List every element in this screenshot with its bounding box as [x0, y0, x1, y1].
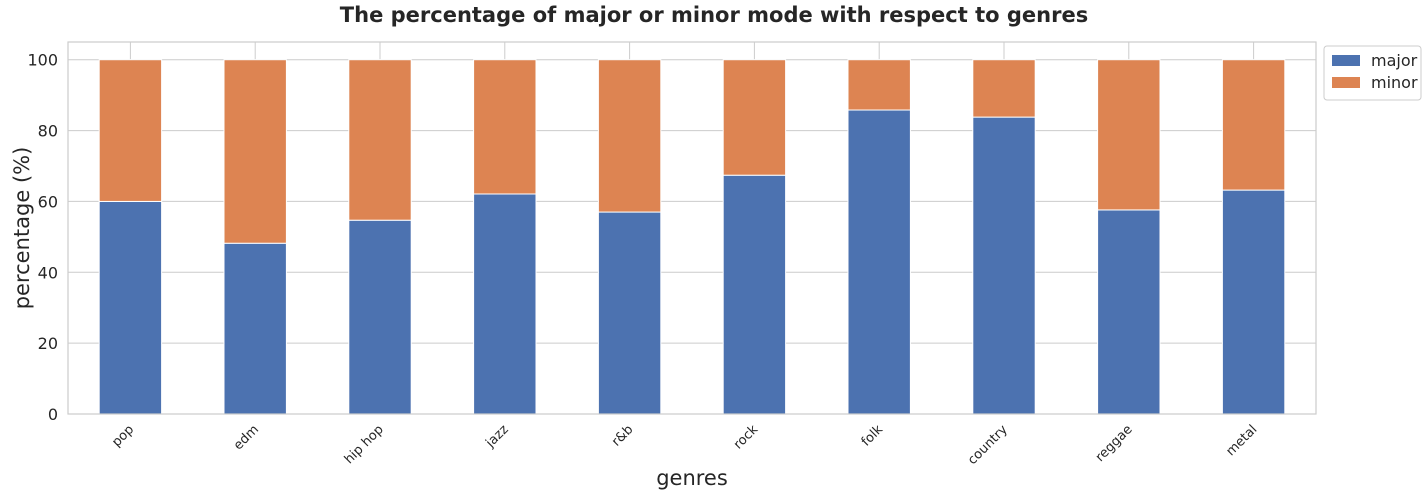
x-tick-label: edm: [231, 422, 262, 453]
bar-minor: [1221, 59, 1286, 191]
x-tick-label: pop: [109, 422, 137, 450]
bar-minor: [98, 59, 163, 202]
bar-major: [1221, 189, 1286, 415]
legend-label-major: major: [1371, 51, 1418, 70]
bar-major: [348, 219, 412, 415]
bar-minor: [348, 59, 412, 221]
y-tick-label: 60: [38, 192, 58, 211]
y-tick-label: 0: [48, 405, 58, 424]
chart-title: The percentage of major or minor mode wi…: [340, 3, 1088, 27]
bar-minor: [597, 59, 662, 213]
bar-major: [722, 174, 787, 415]
y-tick-labels: 0 20 40 60 80 100: [27, 51, 58, 424]
bar-minor: [1097, 59, 1161, 211]
bar-major: [597, 211, 662, 415]
y-tick-label: 100: [27, 51, 58, 70]
x-axis-label: genres: [656, 466, 728, 490]
bar-minor: [847, 59, 911, 111]
y-tick-label: 80: [38, 122, 58, 141]
legend-swatch-minor: [1332, 77, 1360, 88]
legend: major minor: [1323, 45, 1422, 101]
x-tick-label: r&b: [609, 422, 636, 449]
y-tick-label: 20: [38, 334, 58, 353]
y-tick-label: 40: [38, 263, 58, 282]
bars: [98, 59, 1286, 415]
legend-label-minor: minor: [1371, 73, 1418, 92]
x-tick-label: metal: [1223, 422, 1260, 459]
plot-frame: [67, 41, 1317, 415]
bar-major: [972, 116, 1036, 415]
x-tick-label: reggae: [1093, 422, 1136, 465]
y-axis-label: percentage (%): [10, 147, 34, 310]
bar-minor: [223, 59, 287, 244]
bar-major: [1097, 209, 1161, 415]
bar-major: [223, 242, 287, 415]
x-tick-labels: pop edm hip hop jazz r&b rock folk country regga…: [109, 422, 1260, 468]
legend-swatch-major: [1332, 55, 1360, 66]
bar-major: [473, 193, 537, 415]
x-tick-label: hip hop: [342, 422, 387, 467]
bar-minor: [972, 59, 1036, 118]
bar-major: [98, 200, 163, 415]
x-tick-label: jazz: [482, 422, 511, 451]
bar-major: [847, 109, 911, 415]
bar-minor: [473, 59, 537, 195]
x-tick-label: rock: [731, 422, 762, 453]
x-tick-label: folk: [859, 422, 887, 450]
x-tick-label: country: [965, 422, 1011, 468]
bar-minor: [722, 59, 787, 176]
